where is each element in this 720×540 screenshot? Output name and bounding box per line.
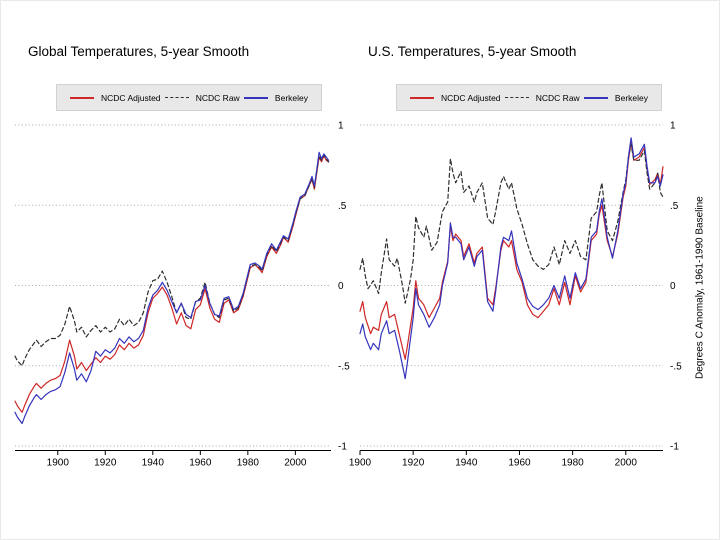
x-tick-label: 1900 xyxy=(349,458,372,469)
series-line-ncdc-adjusted xyxy=(359,142,664,360)
ncdc-adjusted-line-swatch xyxy=(70,96,94,99)
legend-entry-ncdc-adjusted: NCDC Adjusted xyxy=(410,93,501,103)
ncdc-raw-line-swatch xyxy=(504,97,529,98)
x-tick-label: 2000 xyxy=(615,458,638,469)
legend-entry-berkeley: Berkeley xyxy=(583,92,648,103)
legend-entry-ncdc-adjusted: NCDC Adjusted xyxy=(70,93,161,103)
series-line-ncdc-adjusted xyxy=(14,154,330,413)
legend-label-berkeley: Berkeley xyxy=(614,92,648,103)
y-tick-label: -1 xyxy=(338,442,347,453)
x-tick-label: 1940 xyxy=(455,458,478,469)
y-tick-label: -1 xyxy=(670,442,679,453)
legend-label-ncdc-raw: NCDC Raw xyxy=(535,92,580,103)
y-axis-title: Degrees C Anomaly, 1961-1990 Baseline xyxy=(694,196,706,380)
legend-label-ncdc-raw: NCDC Raw xyxy=(195,92,240,103)
ncdc-adjusted-line-swatch xyxy=(410,96,434,99)
legend-entry-ncdc-raw: NCDC Raw xyxy=(504,92,580,103)
berkeley-line-swatch xyxy=(243,96,268,99)
x-tick-label: 1920 xyxy=(94,458,117,469)
x-tick-label: 1960 xyxy=(189,458,212,469)
chart-title-global: Global Temperatures, 5-year Smooth xyxy=(28,44,250,59)
x-tick-label: 1980 xyxy=(562,458,585,469)
chart-title-us: U.S. Temperatures, 5-year Smooth xyxy=(368,44,577,59)
y-tick-label: 0 xyxy=(338,281,344,292)
legend-global: NCDC Adjusted NCDC Raw Berkeley xyxy=(56,84,322,111)
legend-entry-ncdc-raw: NCDC Raw xyxy=(164,92,240,103)
legend-label-berkeley: Berkeley xyxy=(274,92,308,103)
y-tick-label: .5 xyxy=(338,201,347,212)
legend-us: NCDC Adjusted NCDC Raw Berkeley xyxy=(396,84,662,111)
y-tick-label: 1 xyxy=(338,121,344,132)
series-line-berkeley xyxy=(359,137,664,380)
series-line-berkeley xyxy=(14,151,330,425)
x-tick-label: 1940 xyxy=(142,458,165,469)
y-tick-label: -.5 xyxy=(670,361,682,372)
ncdc-raw-line-swatch xyxy=(164,97,189,98)
legend-entry-berkeley: Berkeley xyxy=(243,92,308,103)
berkeley-line-swatch xyxy=(583,96,608,99)
x-tick-label: 1900 xyxy=(47,458,70,469)
y-tick-label: -.5 xyxy=(338,361,350,372)
series-line-ncdc-raw xyxy=(14,154,330,367)
legend-label-ncdc-adjusted: NCDC Adjusted xyxy=(441,92,501,103)
y-tick-label: 1 xyxy=(670,121,676,132)
y-tick-label: .5 xyxy=(670,201,679,212)
x-tick-label: 1960 xyxy=(508,458,531,469)
series-line-ncdc-raw xyxy=(359,143,664,304)
x-tick-label: 2000 xyxy=(284,458,307,469)
x-tick-label: 1920 xyxy=(402,458,425,469)
x-tick-label: 1980 xyxy=(237,458,260,469)
legend-label-ncdc-adjusted: NCDC Adjusted xyxy=(101,92,161,103)
y-tick-label: 0 xyxy=(670,281,676,292)
